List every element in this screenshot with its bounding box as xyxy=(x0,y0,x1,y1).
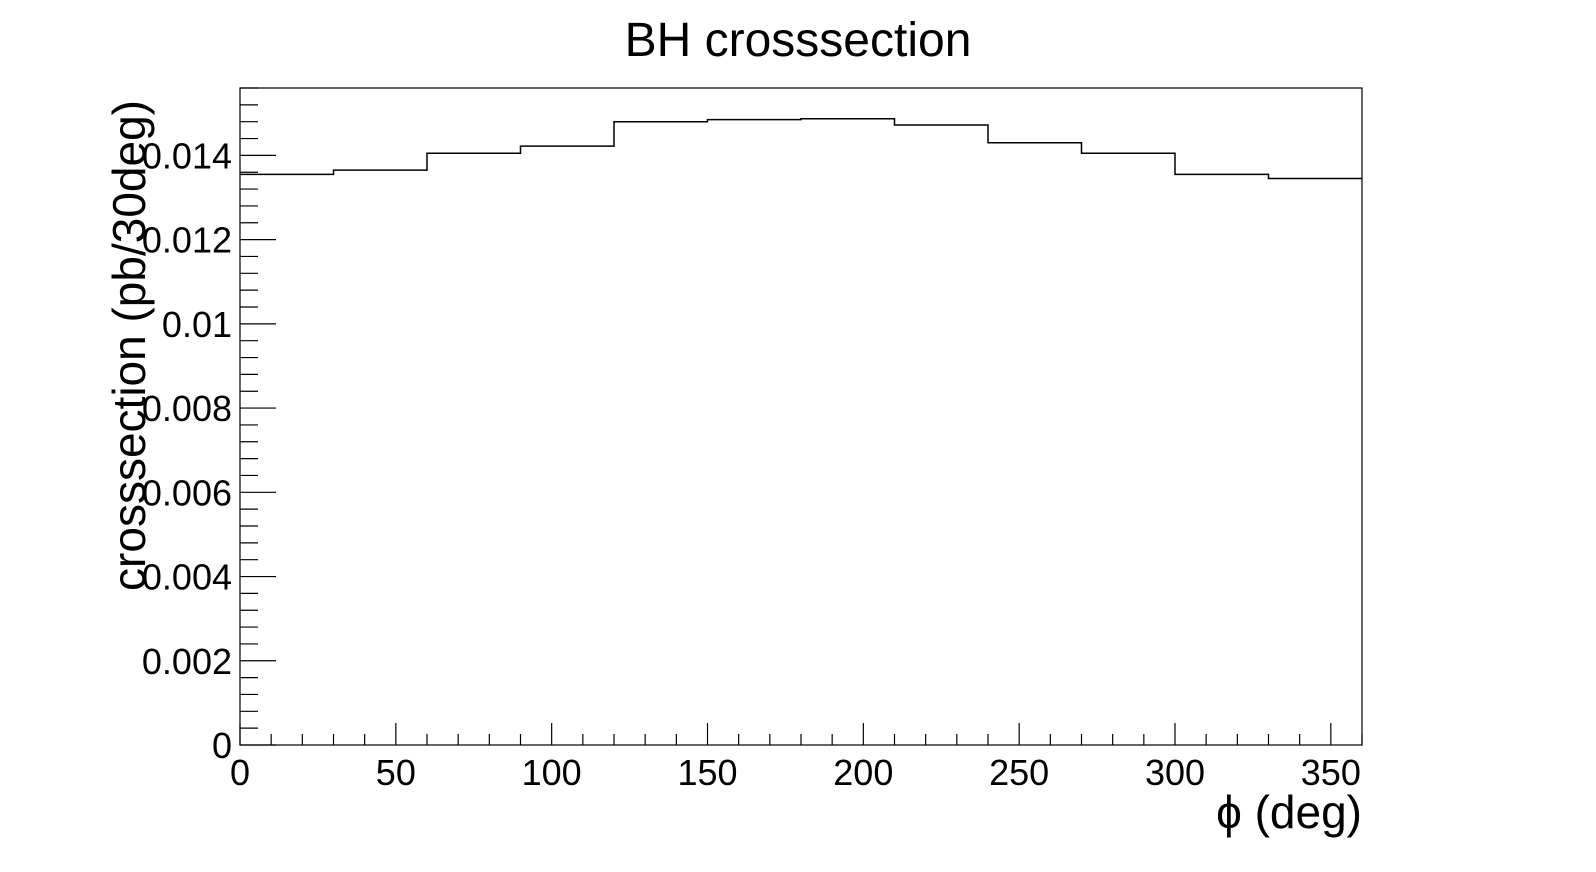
plot-frame xyxy=(239,87,1363,746)
y-tick-label: 0 xyxy=(212,725,232,766)
y-tick-label: 0.012 xyxy=(142,220,232,261)
y-tick-label: 0.002 xyxy=(142,641,232,682)
y-tick-label: 0.006 xyxy=(142,472,232,513)
y-tick-label: 0.004 xyxy=(142,557,232,598)
y-axis-label: crosssection (pb/30deg) xyxy=(103,100,155,591)
x-tick-label: 350 xyxy=(1301,752,1361,793)
chart-title: BH crosssection xyxy=(625,14,972,67)
x-tick-label: 50 xyxy=(376,752,416,793)
x-tick-label: 200 xyxy=(833,752,893,793)
x-tick-label: 0 xyxy=(230,752,250,793)
y-tick-label: 0.01 xyxy=(162,304,232,345)
x-tick-label: 250 xyxy=(989,752,1049,793)
x-tick-label: 150 xyxy=(677,752,737,793)
x-tick-label: 100 xyxy=(522,752,582,793)
histogram-step-line xyxy=(240,117,1362,180)
y-tick-label: 0.014 xyxy=(142,135,232,176)
x-axis-label: ϕ (deg) xyxy=(1216,786,1362,838)
x-tick-label: 300 xyxy=(1145,752,1205,793)
y-tick-label: 0.008 xyxy=(142,388,232,429)
plot-axes: 0 50 100 150 200 250 300 350 0 0.002 0.004 0.006 0.0… xyxy=(142,87,1363,793)
